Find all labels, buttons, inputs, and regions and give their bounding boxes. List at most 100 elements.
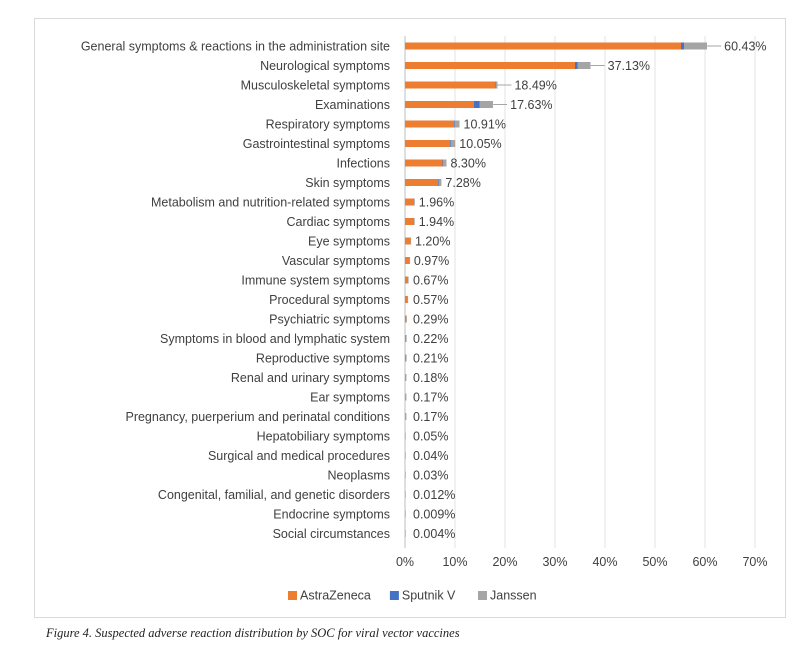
x-tick-label: 0% (396, 555, 414, 569)
bar-segment (495, 81, 498, 89)
category-label: Congenital, familial, and genetic disord… (158, 488, 390, 502)
bars (405, 42, 707, 537)
bar-segment (405, 315, 407, 323)
category-labels: General symptoms & reactions in the admi… (81, 40, 390, 542)
bar-segment (454, 120, 455, 128)
bar-segment (405, 530, 406, 537)
legend-label: AstraZeneca (300, 589, 371, 603)
x-tick-label: 40% (592, 555, 617, 569)
category-label: Reproductive symptoms (256, 352, 390, 366)
category-label: Psychiatric symptoms (269, 313, 390, 327)
legend-label: Sputnik V (402, 589, 456, 603)
category-label: Neoplasms (327, 469, 390, 483)
category-label: Musculoskeletal symptoms (241, 79, 390, 93)
data-label: 10.91% (464, 118, 506, 132)
bar-segment (405, 393, 406, 401)
data-label: 8.30% (451, 157, 486, 171)
figure-caption: Figure 4. Suspected adverse reaction dis… (46, 626, 460, 640)
data-label: 10.05% (459, 137, 501, 151)
data-label: 1.20% (415, 235, 450, 249)
category-label: Skin symptoms (305, 176, 390, 190)
x-tick-label: 50% (642, 555, 667, 569)
legend-swatch (478, 591, 487, 600)
category-label: Social circumstances (273, 527, 390, 541)
bar-segment (405, 179, 438, 186)
bar-segment (405, 354, 406, 362)
bar-segment (407, 296, 409, 303)
data-label: 1.96% (419, 196, 454, 210)
data-label: 0.03% (413, 469, 448, 483)
data-label: 37.13% (608, 59, 650, 73)
bar-segment (577, 62, 591, 69)
bar-segment (438, 179, 442, 186)
bar-chart: General symptoms & reactions in the admi… (81, 36, 768, 603)
data-label: 18.49% (514, 79, 556, 93)
bar-segment (474, 101, 480, 108)
category-label: Hepatobiliary symptoms (257, 430, 390, 444)
bar-segment (405, 198, 414, 206)
bar-segment (405, 140, 450, 147)
chart-frame (34, 18, 786, 618)
data-label: 0.17% (413, 391, 448, 405)
bar-segment (408, 276, 409, 284)
data-label: 0.009% (413, 508, 455, 522)
category-label: Symptoms in blood and lymphatic system (160, 332, 390, 346)
x-axis-ticks: 0% 10% 20% 30% 40% 50% 60% 70% (396, 555, 768, 569)
x-tick-label: 60% (692, 555, 717, 569)
category-label: Surgical and medical procedures (208, 449, 390, 463)
bar-segment (450, 140, 451, 147)
bar-segment (405, 510, 406, 518)
x-tick-label: 30% (542, 555, 567, 569)
bar-segment (405, 257, 410, 264)
bar-segment (414, 218, 415, 225)
category-label: Ear symptoms (310, 391, 390, 405)
data-label: 0.97% (414, 254, 449, 268)
x-tick-label: 10% (442, 555, 467, 569)
data-labels: 60.43% 37.13% 18.49% 17.63% 10.91% 10.05% 8.30… (413, 40, 767, 542)
bar-segment (405, 42, 681, 50)
bar-segment (406, 354, 407, 362)
legend-label: Janssen (490, 589, 537, 603)
x-tick-label: 70% (742, 555, 767, 569)
data-label: 7.28% (445, 176, 480, 190)
bar-segment (575, 62, 578, 69)
category-label: Pregnancy, puerperium and perinatal cond… (125, 410, 390, 424)
category-label: Immune system symptoms (241, 274, 390, 288)
bar-segment (405, 413, 407, 420)
bar-segment (681, 42, 684, 50)
bar-segment (454, 120, 460, 128)
legend-swatch (288, 591, 297, 600)
bar-segment (479, 101, 493, 108)
data-label: 0.05% (413, 430, 448, 444)
bar-segment (450, 140, 456, 147)
category-label: Infections (336, 157, 390, 171)
category-label: Renal and urinary symptoms (231, 371, 390, 385)
data-label: 0.21% (413, 352, 448, 366)
bar-segment (405, 374, 407, 381)
bar-segment (405, 296, 408, 303)
bar-segment (405, 276, 408, 284)
category-label: Vascular symptoms (282, 254, 390, 268)
bar-segment (405, 335, 406, 342)
category-label: Neurological symptoms (260, 59, 390, 73)
category-label: Metabolism and nutrition-related symptom… (151, 196, 390, 210)
gridlines (404, 36, 756, 548)
bar-segment (405, 471, 406, 479)
data-label: 0.18% (413, 371, 448, 385)
bar-segment (405, 101, 474, 108)
bar-segment (405, 491, 406, 498)
bar-segment (405, 218, 414, 225)
bar-segment (409, 257, 411, 264)
data-label: 1.94% (419, 215, 454, 229)
category-label: Cardiac symptoms (287, 215, 391, 229)
bar-segment (405, 120, 454, 128)
data-label: 17.63% (510, 98, 552, 112)
category-label: Eye symptoms (308, 235, 390, 249)
legend-swatch (389, 591, 399, 600)
bar-segment (405, 237, 411, 245)
category-label: Examinations (315, 98, 390, 112)
data-label: 0.22% (413, 332, 448, 346)
data-label: 60.43% (724, 40, 766, 54)
bar-segment (406, 315, 407, 323)
bar-segment (684, 42, 707, 50)
